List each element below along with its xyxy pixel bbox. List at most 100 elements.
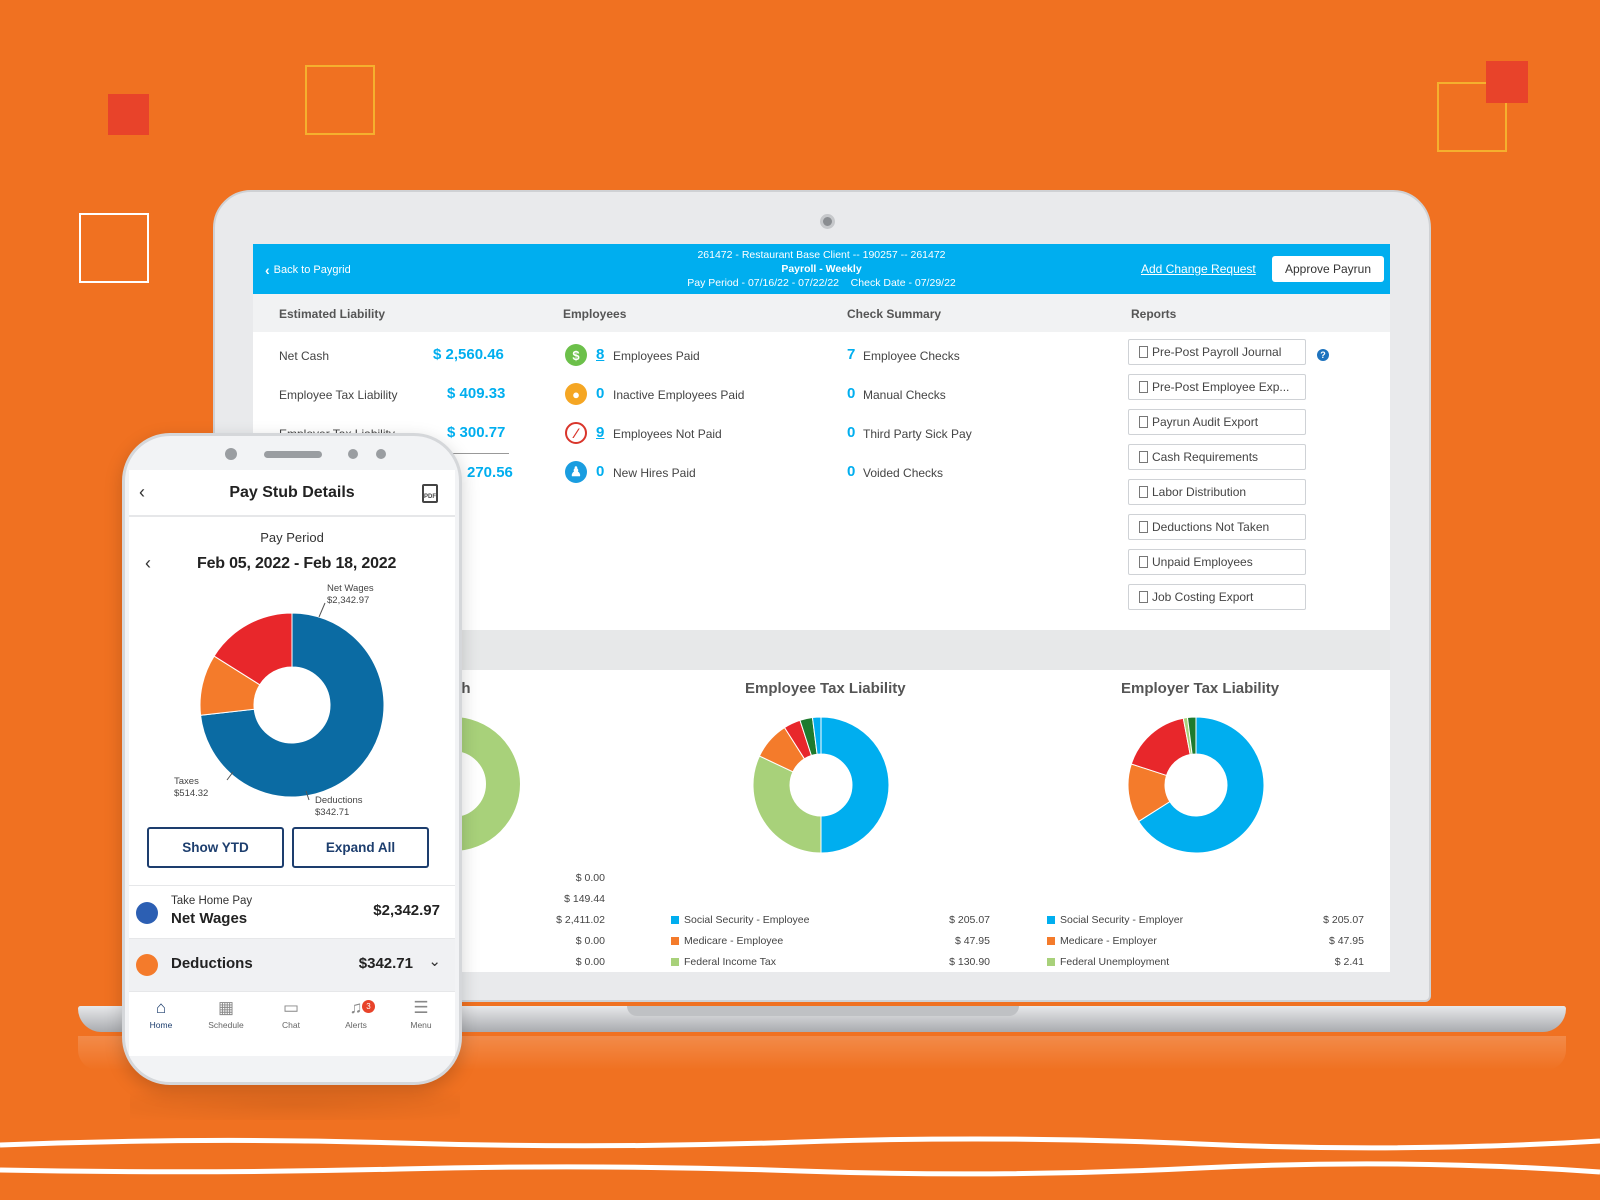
net-cash-value-4: $ 0.00	[575, 935, 605, 947]
legend-label: Medicare - Employer	[1060, 935, 1157, 947]
employee-tax-slice-0	[820, 716, 890, 854]
legend-medicare-employer-value: $ 47.95	[1328, 935, 1364, 947]
pay-stub-slice-0	[200, 612, 385, 798]
phone-screen: ‹ Pay Stub Details PDF Pay Period ‹ Feb …	[129, 470, 455, 1056]
annotation-leaders	[226, 602, 326, 801]
third-party-sick-pay-label: Third Party Sick Pay	[863, 427, 972, 441]
tab-menu[interactable]: ☰ Menu	[391, 998, 451, 1030]
legend-label: Federal Unemployment	[1060, 956, 1170, 968]
employee-tax-donut	[752, 716, 890, 854]
pdf-icon[interactable]: PDF	[422, 484, 438, 503]
payroll-frequency: Payroll - Weekly	[781, 263, 862, 275]
approve-payrun-button[interactable]: Approve Payrun	[1272, 256, 1384, 282]
employer-tax-slice-0	[1137, 716, 1265, 854]
help-icon[interactable]: ?	[1317, 349, 1329, 361]
employee-tax-liability-label: Employee Tax Liability	[279, 388, 398, 402]
prohibited-icon: ⁄	[565, 422, 587, 444]
decor-wave-1	[0, 1136, 1600, 1151]
previous-period-chevron-icon[interactable]: ‹	[145, 553, 151, 573]
employees-paid-label: Employees Paid	[613, 349, 700, 363]
phone-sensor	[348, 449, 358, 459]
show-ytd-button[interactable]: Show YTD	[147, 827, 284, 868]
deductions-row[interactable]: Deductions $342.71 ⌄	[129, 939, 455, 991]
net-cash-label: Net Cash	[279, 349, 330, 363]
calendar-icon: ▦	[217, 998, 235, 1017]
tab-home[interactable]: ⌂ Home	[131, 998, 191, 1030]
employee-tax-liability-value: $ 409.33	[447, 385, 506, 402]
report-pre-post-payroll-journal[interactable]: Pre-Post Payroll Journal	[1128, 339, 1306, 365]
report-label: Pre-Post Employee Exp...	[1152, 380, 1290, 394]
laptop-notch	[627, 1006, 1019, 1016]
report-payrun-audit-export[interactable]: Payrun Audit Export	[1128, 409, 1306, 435]
payrun-info: 261472 - Restaurant Base Client -- 19025…	[253, 248, 1390, 290]
back-link-label: Back to Paygrid	[273, 264, 351, 276]
legend-federal-unemployment-value: $ 2.41	[1334, 956, 1364, 968]
chevron-down-icon[interactable]: ⌄	[428, 953, 441, 970]
net-cash-value-2: $ 149.44	[564, 893, 605, 905]
employees-paid-count[interactable]: 8	[596, 346, 605, 363]
tab-schedule[interactable]: ▦ Schedule	[196, 998, 256, 1030]
decor-square-red-left	[108, 94, 149, 135]
legend-federal-income-tax-value: $ 130.90	[949, 956, 990, 968]
pay-period-label: Pay Period	[260, 530, 324, 545]
net-wages-label: Net Wages	[171, 910, 248, 927]
net-cash-value-5: $ 0.00	[575, 956, 605, 968]
total-liability-value: 270.56	[467, 464, 513, 481]
document-icon	[1139, 521, 1148, 533]
home-icon: ⌂	[155, 998, 167, 1017]
report-cash-requirements[interactable]: Cash Requirements	[1128, 444, 1306, 470]
employees-heading: Employees	[563, 307, 627, 321]
report-labor-distribution[interactable]: Labor Distribution	[1128, 479, 1306, 505]
document-icon	[1139, 381, 1148, 393]
legend-federal-unemployment: Federal Unemployment	[1047, 956, 1169, 968]
document-icon	[1139, 556, 1148, 568]
net-wages-amount: $2,342.97	[373, 902, 440, 919]
employee-tax-slice-1	[752, 755, 822, 854]
check-summary-heading: Check Summary	[847, 307, 942, 321]
legend-label: Social Security - Employer	[1060, 914, 1184, 926]
deductions-dot	[136, 954, 158, 976]
tab-alerts[interactable]: ♫ 3 Alerts	[326, 998, 386, 1030]
employee-checks-count: 7	[847, 346, 856, 363]
legend-medicare-employer: Medicare - Employer	[1047, 935, 1157, 947]
manual-checks-label: Manual Checks	[863, 388, 946, 402]
report-job-costing-export[interactable]: Job Costing Export	[1128, 584, 1306, 610]
legend-swatch	[1047, 958, 1055, 966]
decor-square-outline-yellow	[305, 65, 375, 135]
decor-wave-2	[0, 1161, 1600, 1177]
phone-shadow	[130, 1090, 460, 1120]
report-label: Deductions Not Taken	[1152, 520, 1270, 534]
add-change-request-link[interactable]: Add Change Request	[1141, 262, 1256, 276]
net-cash-value-3: $ 2,411.02	[556, 914, 605, 926]
dollar-icon: $	[565, 344, 587, 366]
tab-chat[interactable]: ▭ Chat	[261, 998, 321, 1030]
report-pre-post-employee-exp[interactable]: Pre-Post Employee Exp...	[1128, 374, 1306, 400]
pay-period-range: Feb 05, 2022 - Feb 18, 2022	[197, 555, 397, 572]
employer-tax-slice-2	[1130, 717, 1191, 777]
legend-swatch	[671, 958, 679, 966]
report-unpaid-employees[interactable]: Unpaid Employees	[1128, 549, 1306, 575]
net-wages-row[interactable]: Take Home Pay Net Wages $2,342.97	[129, 885, 455, 939]
report-label: Job Costing Export	[1152, 590, 1254, 604]
report-deductions-not-taken[interactable]: Deductions Not Taken	[1128, 514, 1306, 540]
report-label: Cash Requirements	[1152, 450, 1259, 464]
employer-tax-donut	[1127, 716, 1265, 854]
pay-stub-donut	[199, 612, 385, 798]
tab-label: Schedule	[208, 1020, 244, 1030]
employer-tax-slice-4	[1186, 716, 1197, 755]
decor-square-outline-yellow-right	[1437, 82, 1507, 152]
employees-not-paid-count[interactable]: 9	[596, 424, 605, 441]
phone-sensor	[376, 449, 386, 459]
report-label: Payrun Audit Export	[1152, 415, 1259, 429]
back-chevron-icon[interactable]: ‹	[139, 482, 145, 502]
inactive-user-icon: ●	[565, 383, 587, 405]
chat-icon: ▭	[282, 998, 300, 1017]
voided-checks-label: Voided Checks	[863, 466, 944, 480]
reports-heading: Reports	[1131, 307, 1177, 321]
deductions-amount: $342.71	[358, 955, 413, 972]
pay-stub-slice-2	[213, 612, 293, 686]
expand-all-button[interactable]: Expand All	[292, 827, 429, 868]
back-to-paygrid-link[interactable]: ‹ Back to Paygrid	[265, 262, 351, 278]
document-icon	[1139, 591, 1148, 603]
inactive-employees-count: 0	[596, 385, 605, 402]
